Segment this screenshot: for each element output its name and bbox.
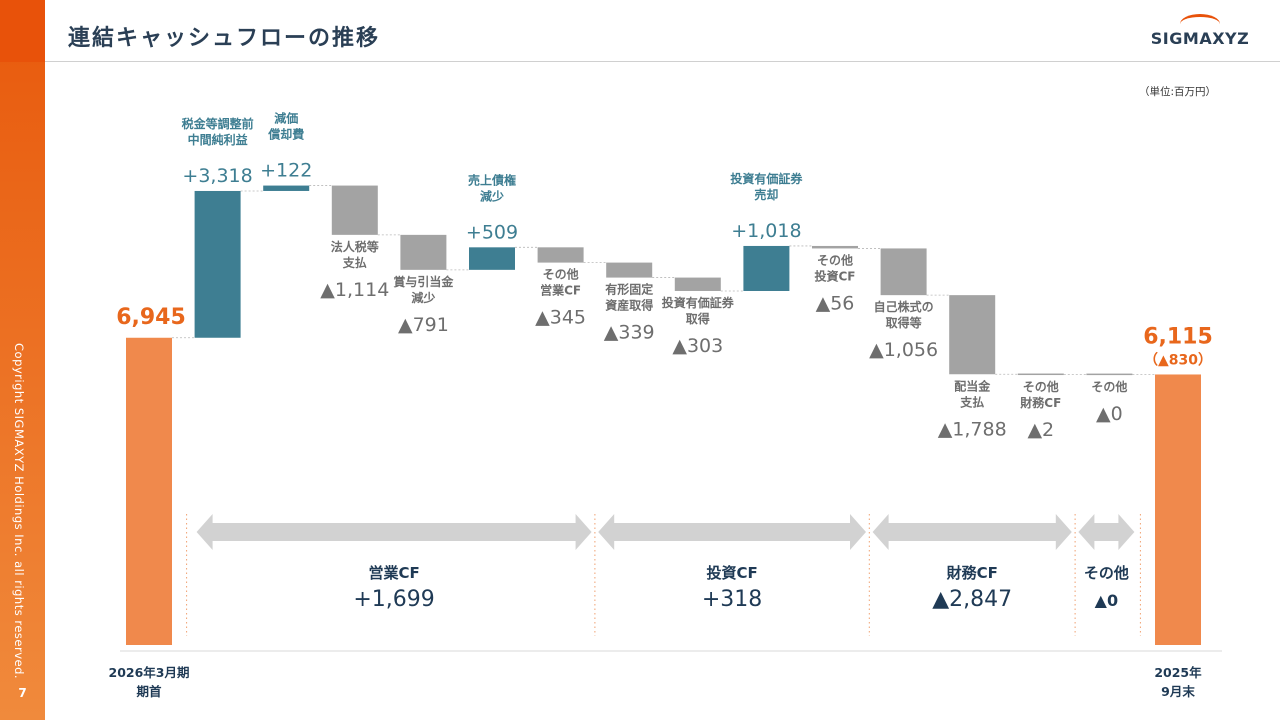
- group-arrow-3: [1078, 514, 1135, 550]
- category-label: 9月末: [1161, 684, 1195, 699]
- step-name-label: 取得等: [886, 315, 922, 330]
- step-value-label: ▲0: [1096, 403, 1123, 425]
- step-name-label: その他: [543, 267, 579, 282]
- title-divider: [45, 61, 1280, 62]
- waterfall-bar-1: [194, 190, 241, 338]
- waterfall-bar-12: [949, 295, 996, 375]
- step-value-label: +509: [466, 221, 518, 243]
- waterfall-bar-2: [263, 185, 310, 191]
- step-name-label: 法人税等: [331, 239, 379, 254]
- end-value-label: 6,115: [1143, 324, 1213, 349]
- waterfall-bar-0: [126, 337, 172, 645]
- unit-label: （単位:百万円）: [1138, 86, 1216, 98]
- group-total-label: +318: [702, 587, 762, 612]
- start-value-label: 6,945: [116, 305, 186, 330]
- group-total-label: +1,699: [353, 587, 434, 612]
- step-name-label: 有形固定: [605, 282, 653, 297]
- group-total-label: ▲2,847: [932, 587, 1012, 612]
- step-name-label: 売上債権: [468, 172, 516, 187]
- page-title: 連結キャッシュフローの推移: [68, 26, 381, 51]
- sidebar-top-block: [0, 0, 45, 62]
- end-change-label: （▲830）: [1144, 352, 1212, 368]
- waterfall-bar-14: [1086, 373, 1133, 376]
- step-name-label: 減少: [480, 188, 504, 203]
- group-arrow-0: [196, 514, 592, 550]
- step-value-label: ▲339: [604, 322, 655, 344]
- step-name-label: 財務CF: [1019, 395, 1061, 410]
- step-value-label: ▲345: [535, 307, 586, 329]
- step-name-label: その他: [817, 252, 853, 267]
- step-name-label: 賞与引当金: [393, 274, 454, 289]
- step-value-label: ▲303: [672, 335, 723, 357]
- waterfall-bar-13: [1017, 373, 1064, 376]
- step-value-label: ▲1,788: [938, 418, 1007, 440]
- step-name-label: 投資有価証券: [662, 295, 735, 310]
- group-arrow-1: [598, 514, 866, 550]
- waterfall-bar-8: [674, 277, 721, 291]
- sidebar-band: Copyright SIGMAXYZ Holdings Inc. all rig…: [0, 0, 45, 720]
- step-name-label: 減価: [274, 111, 298, 126]
- step-name-label: 営業CF: [540, 283, 581, 298]
- step-name-label: 償却費: [267, 127, 304, 142]
- category-label: 期首: [136, 684, 162, 699]
- step-name-label: 投資有価証券: [730, 171, 803, 186]
- step-name-label: 取得: [686, 311, 710, 326]
- step-name-label: その他: [1023, 379, 1059, 394]
- group-name-label: その他: [1084, 564, 1129, 582]
- step-name-label: 支払: [342, 255, 367, 270]
- step-value-label: ▲791: [398, 314, 449, 336]
- waterfall-bar-15: [1155, 374, 1201, 645]
- step-value-label: ▲1,114: [320, 279, 389, 301]
- company-logo: SIGMAXYZ: [1140, 12, 1260, 48]
- waterfall-bar-10: [812, 245, 858, 249]
- category-label: 2026年3月期: [109, 665, 190, 680]
- step-name-label: 支払: [959, 394, 984, 409]
- step-name-label: 売却: [754, 187, 778, 202]
- step-name-label: その他: [1091, 379, 1127, 394]
- group-name-label: 投資CF: [706, 564, 757, 582]
- logo-text: SIGMAXYZ: [1150, 29, 1250, 48]
- step-name-label: 投資CF: [814, 268, 855, 283]
- step-value-label: +122: [260, 160, 312, 182]
- step-name-label: 配当金: [954, 378, 991, 393]
- waterfall-bar-5: [469, 247, 515, 270]
- copyright-text: Copyright SIGMAXYZ Holdings Inc. all rig…: [12, 343, 26, 680]
- step-value-label: +1,018: [731, 220, 801, 242]
- waterfall-bar-3: [331, 185, 378, 235]
- group-name-label: 営業CF: [368, 564, 419, 582]
- step-value-label: ▲56: [816, 292, 855, 314]
- waterfall-bar-4: [400, 234, 447, 270]
- waterfall-bar-6: [537, 247, 584, 263]
- category-label: 2025年: [1154, 665, 1202, 680]
- logo-arc-icon: [1180, 14, 1220, 34]
- step-name-label: 税金等調整前: [182, 116, 254, 131]
- step-name-label: 中間純利益: [188, 132, 248, 147]
- step-name-label: 自己株式の: [874, 299, 934, 314]
- step-value-label: ▲1,056: [869, 339, 938, 361]
- step-value-label: ▲2: [1027, 419, 1054, 441]
- waterfall-bar-7: [606, 262, 653, 278]
- group-total-label: ▲0: [1095, 591, 1118, 610]
- waterfall-bar-11: [880, 248, 927, 296]
- page-number: 7: [18, 686, 27, 700]
- step-name-label: 減少: [411, 290, 435, 305]
- group-name-label: 財務CF: [946, 564, 998, 582]
- waterfall-bar-9: [743, 245, 790, 291]
- step-name-label: 資産取得: [605, 298, 653, 313]
- group-arrow-2: [872, 514, 1072, 550]
- step-value-label: +3,318: [182, 165, 252, 187]
